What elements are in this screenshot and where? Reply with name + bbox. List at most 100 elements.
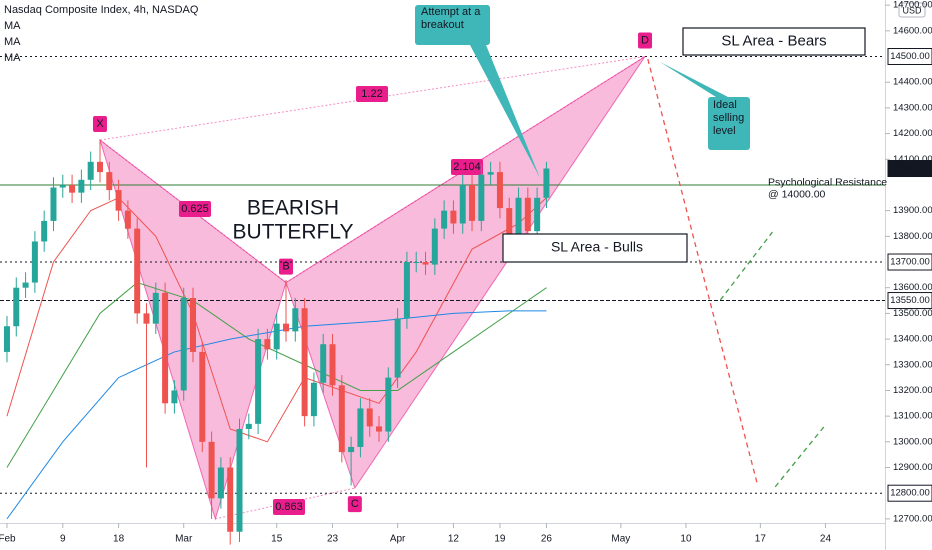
candle-body: [348, 446, 355, 453]
y-tick-label: 12700.00: [893, 513, 932, 524]
sl-box: [682, 27, 866, 56]
candle-body: [394, 318, 401, 378]
currency-box: [898, 2, 926, 18]
candle-body: [478, 174, 485, 221]
candle-body: [338, 385, 345, 453]
y-tick-label: 13900.00: [893, 205, 932, 216]
callout-text: level: [713, 125, 736, 137]
candle-body: [245, 423, 252, 429]
point-box: [92, 115, 107, 132]
y-tick-label: 14100.00: [893, 154, 932, 165]
x-tick-label: Apr: [390, 534, 406, 545]
y-tick-label: 13000.00: [893, 436, 932, 447]
candle-body: [31, 241, 38, 283]
point-label: B: [282, 260, 289, 272]
candle-body: [78, 179, 85, 193]
point-box: [638, 32, 653, 49]
sl-box-label: SL Area - Bulls: [551, 239, 643, 255]
candle-body: [264, 339, 271, 350]
ratio-box: [356, 86, 388, 102]
y-tick-label: 13800.00: [893, 231, 932, 242]
candle-body: [199, 351, 206, 442]
level-label: 14500.00: [890, 51, 930, 62]
level-label: 13700.00: [890, 257, 930, 268]
candle-body: [487, 172, 494, 175]
pattern-name: BUTTERFLY: [233, 221, 354, 244]
candle-body: [69, 184, 76, 193]
callout-box: [708, 97, 750, 150]
candle-body: [152, 292, 159, 324]
y-tick-label: 13400.00: [893, 334, 932, 345]
y-tick-label: 12900.00: [893, 462, 932, 473]
candle-body: [180, 297, 187, 391]
chart-title: Nasdaq Composite Index, 4h, NASDAQ: [4, 4, 199, 16]
callout-pointer: [660, 62, 728, 97]
x-tick-label: 19: [494, 534, 506, 545]
candle-body: [422, 262, 429, 265]
candle-body: [59, 184, 66, 188]
level-label-box: [887, 48, 932, 66]
candle-body: [50, 187, 57, 221]
candle-body: [255, 339, 262, 424]
callout-text: Ideal: [713, 99, 737, 111]
y-tick-label: 13500.00: [893, 308, 932, 319]
y-tick-label: 13200.00: [893, 385, 932, 396]
candle-body: [431, 228, 438, 265]
candle-body: [189, 297, 196, 352]
candle-body: [506, 208, 513, 239]
candle-body: [292, 308, 299, 332]
level-label: 12800.00: [890, 488, 930, 499]
currency: USD: [902, 5, 922, 15]
level-label-box: [887, 484, 932, 502]
candle-body: [217, 467, 224, 499]
indicator-label: MA: [4, 20, 21, 32]
candle-body: [134, 228, 141, 314]
candle-body: [357, 408, 364, 447]
candle-body: [236, 428, 243, 532]
x-tick-label: Mar: [175, 534, 193, 545]
candle-body: [441, 210, 448, 229]
candle-body: [496, 172, 503, 209]
ratio-label: 1.22: [361, 88, 382, 100]
ratio-box: [451, 159, 483, 175]
projection: [647, 58, 759, 486]
level-label-box: [887, 160, 932, 178]
candle-body: [273, 323, 280, 350]
candle-body: [208, 441, 215, 499]
sl-box: [502, 233, 688, 263]
level-label-box: [887, 292, 932, 310]
candle-body: [124, 210, 131, 229]
level-text: @ 14000.00: [768, 189, 826, 201]
candle-body: [171, 390, 178, 404]
candle-body: [13, 287, 20, 327]
candle-body: [385, 377, 392, 432]
y-tick-label: 14700.00: [893, 0, 932, 11]
candle-body: [376, 426, 383, 432]
y-tick-label: 13600.00: [893, 282, 932, 293]
candle-body: [301, 308, 308, 417]
indicator-label: MA: [4, 52, 21, 64]
y-tick-label: 14200.00: [893, 128, 932, 139]
candle-body: [320, 344, 327, 383]
point-label: X: [96, 118, 104, 130]
candle-body: [366, 408, 373, 427]
candle-body: [329, 344, 336, 386]
x-tick-label: 23: [327, 534, 339, 545]
candle-body: [3, 326, 10, 352]
callout-text: breakout: [421, 19, 464, 31]
candle-body: [283, 323, 290, 332]
sl-box-label: SL Area - Bears: [721, 32, 826, 49]
candle-body: [96, 161, 103, 173]
y-tick-label: 13300.00: [893, 359, 932, 370]
candle-body: [115, 190, 122, 211]
candle-body: [41, 220, 48, 242]
point-box: [279, 258, 294, 275]
ratio-label: 0.625: [181, 203, 209, 215]
y-tick-label: 13100.00: [893, 411, 932, 422]
candle-body: [515, 197, 522, 239]
point-box: [347, 496, 362, 513]
level-label: 14064.00: [890, 163, 930, 174]
pattern-name: BEARISH: [247, 197, 339, 220]
